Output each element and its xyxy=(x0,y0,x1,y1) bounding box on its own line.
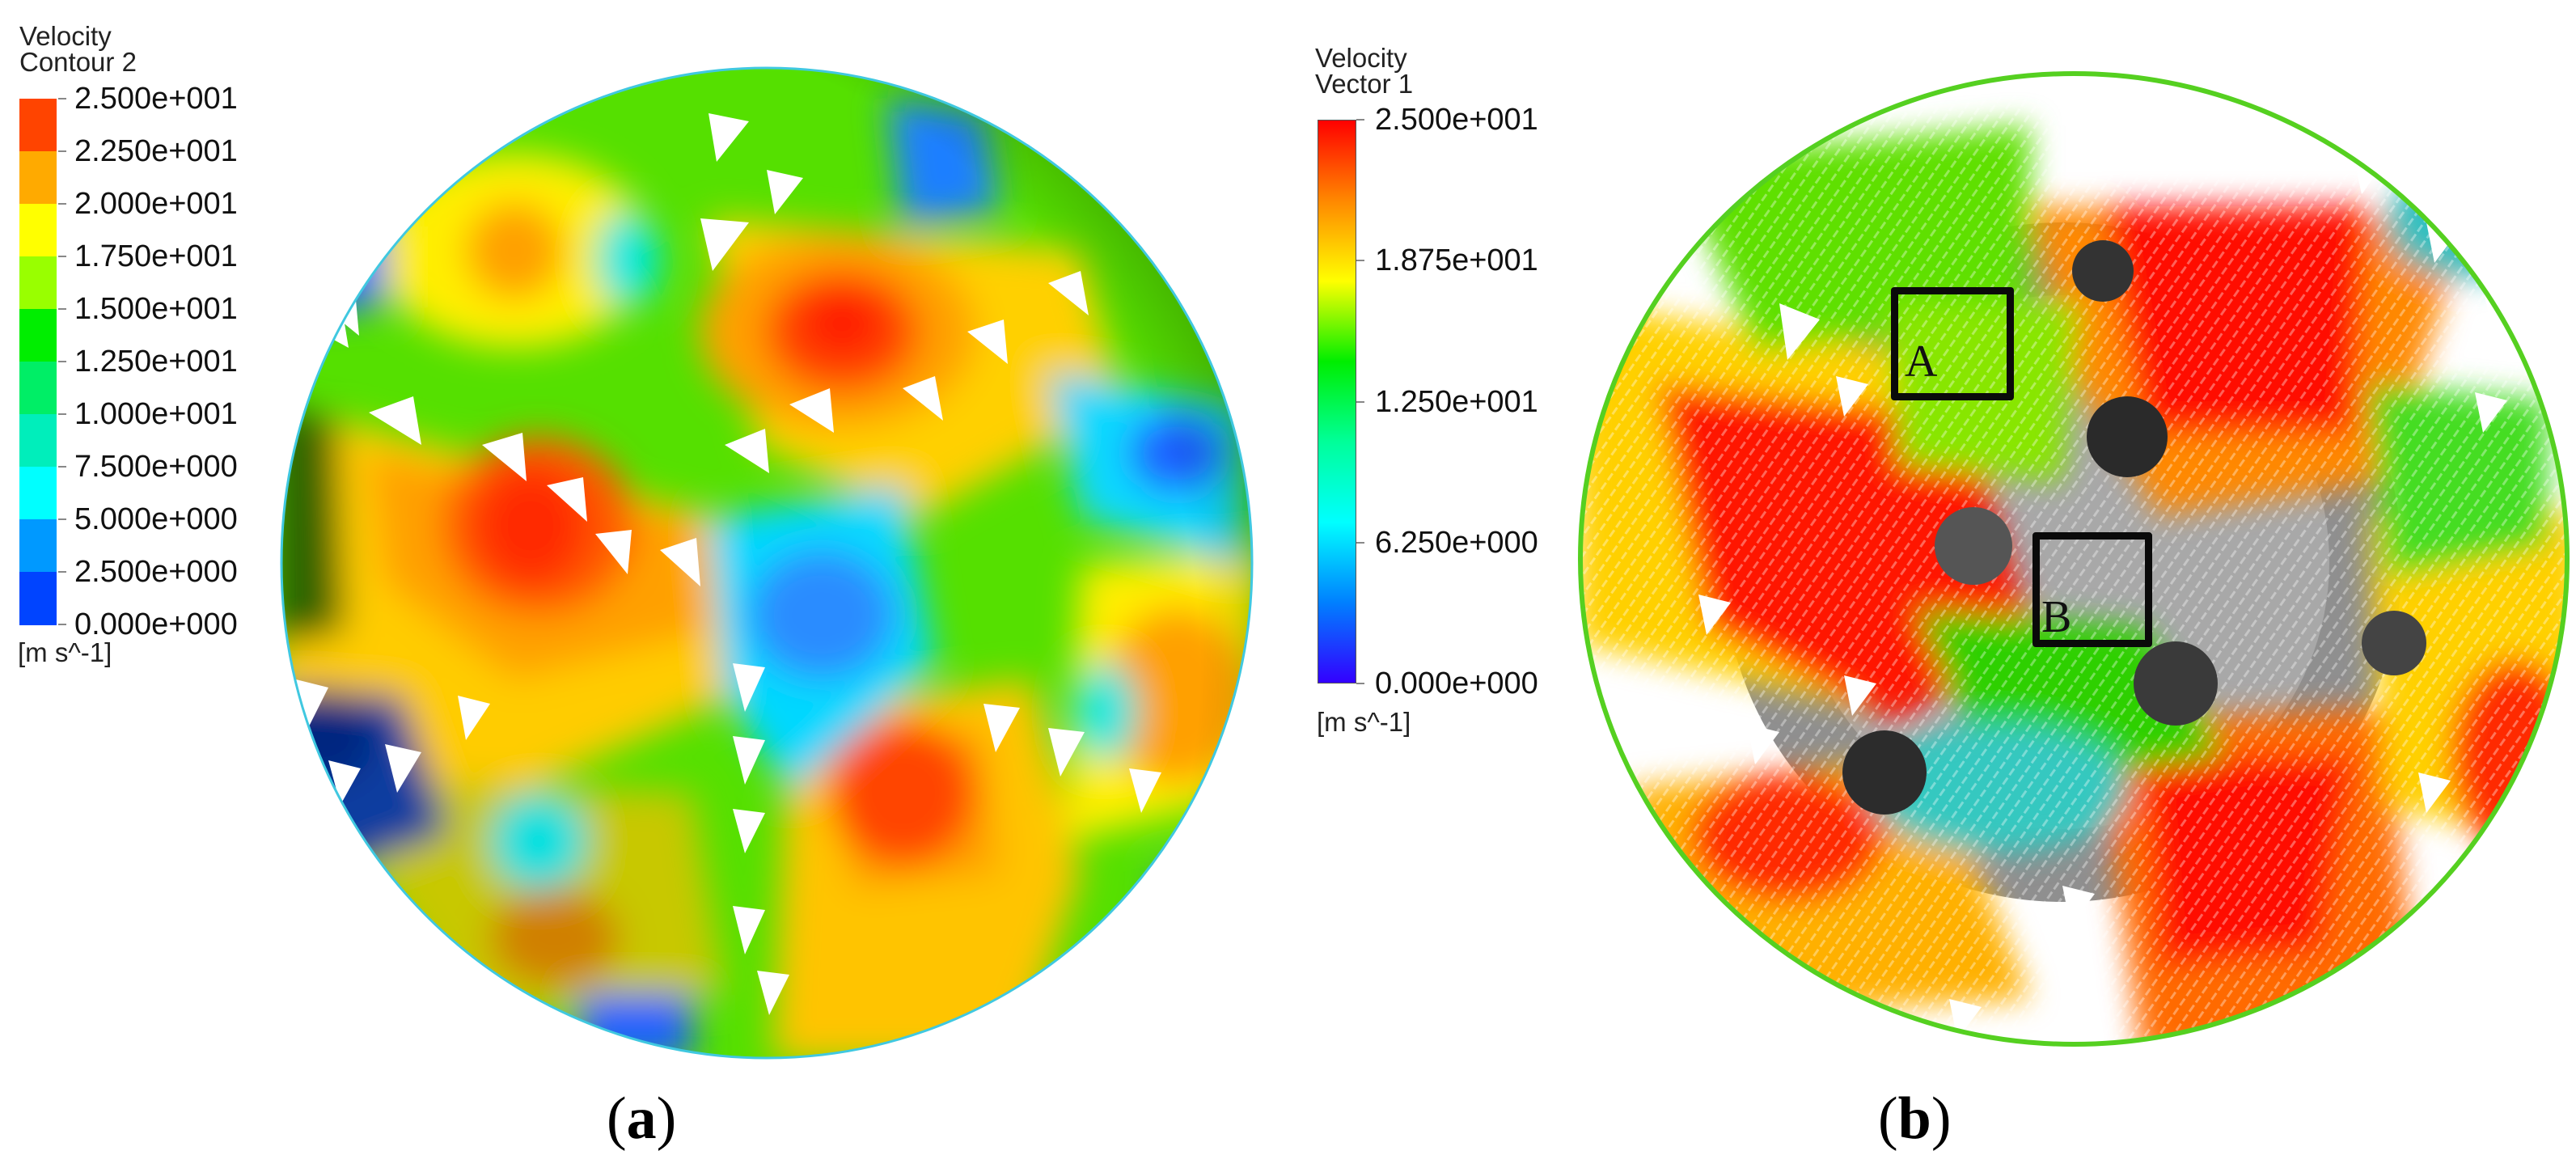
legend-a-title: Velocity xyxy=(19,21,112,51)
legend-a-band xyxy=(19,99,57,152)
legend-a-tick-mark xyxy=(58,203,66,205)
legend-a-tick-mark xyxy=(58,466,66,468)
region-b-box: B xyxy=(2032,532,2152,647)
legend-b-tick-mark xyxy=(1356,541,1364,544)
legend-b-tick-label: 6.250e+000 xyxy=(1375,525,1538,560)
legend-a-tick-mark xyxy=(58,571,66,573)
velocity-contour-plot xyxy=(272,65,1262,1061)
legend-b-colorbar xyxy=(1318,120,1356,683)
legend-a-tick-label: 1.000e+001 xyxy=(74,397,238,431)
legend-a-band xyxy=(19,204,57,257)
caption-b-open: ( xyxy=(1878,1085,1898,1152)
legend-b-title: Velocity xyxy=(1315,43,1407,73)
caption-b-close: ) xyxy=(1931,1085,1952,1152)
legend-b-tick-mark xyxy=(1356,400,1364,403)
caption-a-open: ( xyxy=(607,1085,627,1152)
legend-a-band xyxy=(19,256,57,310)
legend-a-tick-label: 1.750e+001 xyxy=(74,239,238,273)
legend-a-tick-label: 1.250e+001 xyxy=(74,345,238,379)
legend-a-colorbar xyxy=(19,99,57,625)
vector-disc-graphic xyxy=(1578,71,2570,1047)
legend-a-tick-mark xyxy=(58,308,66,310)
legend-a-tick-label: 0.000e+000 xyxy=(74,607,238,641)
legend-a-tick-label: 2.500e+001 xyxy=(74,82,238,116)
contour-disc-graphic xyxy=(280,66,1254,1060)
legend-a-tick-label: 2.250e+001 xyxy=(74,134,238,168)
legend-b-tick-mark xyxy=(1356,683,1364,684)
legend-b-tick-mark xyxy=(1356,119,1364,121)
legend-a-tick-mark xyxy=(58,256,66,257)
caption-a-close: ) xyxy=(656,1085,677,1152)
legend-a-tick-mark xyxy=(58,361,66,362)
legend-a-tick-mark xyxy=(58,518,66,520)
legend-a-band xyxy=(19,151,57,205)
region-a-label: A xyxy=(1905,336,1938,387)
legend-a-tick-label: 5.000e+000 xyxy=(74,502,238,536)
legend-a-band xyxy=(19,467,57,520)
caption-b-letter: b xyxy=(1897,1085,1931,1152)
caption-a-letter: a xyxy=(626,1085,657,1152)
legend-a-band xyxy=(19,414,57,468)
caption-b: (b) xyxy=(1878,1086,1951,1151)
legend-a-tick-label: 2.500e+000 xyxy=(74,555,238,589)
legend-b-tick-mark xyxy=(1356,260,1364,262)
legend-a-band xyxy=(19,362,57,415)
legend-a-tick-mark xyxy=(58,624,66,625)
legend-a-tick-mark xyxy=(58,98,66,99)
legend-a-tick-mark xyxy=(58,150,66,152)
legend-b-tick-label: 0.000e+000 xyxy=(1375,667,1538,700)
legend-b-tick-label: 1.250e+001 xyxy=(1375,384,1538,419)
legend-b-subtitle: Vector 1 xyxy=(1315,69,1414,99)
legend-a-band xyxy=(19,309,57,362)
caption-a: (a) xyxy=(607,1086,676,1151)
legend-a-tick-label: 1.500e+001 xyxy=(74,292,238,326)
legend-a-tick-label: 7.500e+000 xyxy=(74,450,238,484)
region-a-box: A xyxy=(1891,287,2014,400)
velocity-vector-plot xyxy=(1577,61,2576,1064)
legend-a-band xyxy=(19,572,57,625)
legend-b-tick-label: 1.875e+001 xyxy=(1375,243,1538,278)
legend-a-unit: [m s^-1] xyxy=(18,637,112,667)
legend-a-band xyxy=(19,519,57,573)
legend-b-tick-label: 2.500e+001 xyxy=(1375,103,1538,137)
legend-b-unit: [m s^-1] xyxy=(1317,707,1411,737)
legend-a-tick-mark xyxy=(58,413,66,415)
region-b-label: B xyxy=(2041,592,2072,642)
legend-a-tick-label: 2.000e+001 xyxy=(74,187,238,221)
legend-a-subtitle: Contour 2 xyxy=(19,47,137,77)
